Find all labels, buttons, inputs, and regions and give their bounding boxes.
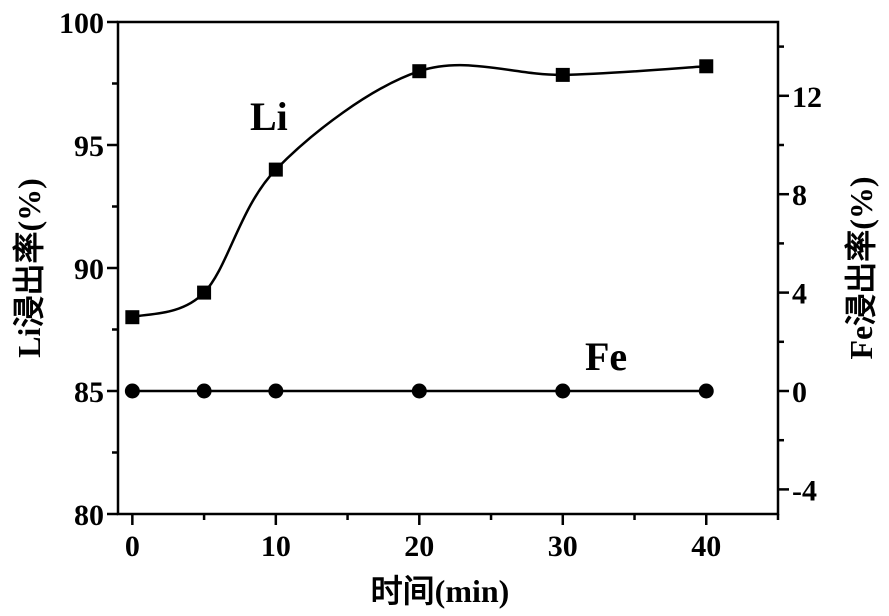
data-point-fe <box>555 383 571 399</box>
x-tick-label: 40 <box>691 530 721 563</box>
data-point-fe <box>411 383 427 399</box>
x-tick-label: 0 <box>125 530 140 563</box>
y-left-tick-label: 90 <box>74 253 104 286</box>
data-point-li <box>125 310 140 325</box>
data-point-fe <box>268 383 284 399</box>
y-right-tick-label: 12 <box>792 81 822 114</box>
markers <box>124 59 714 399</box>
data-point-fe <box>698 383 714 399</box>
data-point-fe <box>196 383 212 399</box>
y-right-tick-label: 8 <box>792 179 807 212</box>
y-axis-title-right: Fe浸出率(%) <box>843 176 879 359</box>
data-point-li <box>555 67 570 82</box>
y-left-tick-label: 100 <box>59 7 104 40</box>
y-right-tick-label: 0 <box>792 376 807 409</box>
data-point-li <box>699 59 714 74</box>
series-line-li <box>131 63 707 319</box>
series-label-li: Li <box>250 94 288 139</box>
tick-labels: 0 10 20 30 40 80 85 90 95 100 -4 0 4 8 12 <box>59 7 822 563</box>
y-right-tick-label: -4 <box>792 474 817 507</box>
data-point-li <box>197 285 212 300</box>
series-label-fe: Fe <box>585 334 627 379</box>
ticks <box>107 20 789 525</box>
data-point-li <box>412 64 427 79</box>
x-tick-label: 30 <box>548 530 578 563</box>
x-tick-label: 20 <box>404 530 434 563</box>
y-axis-title-left: Li浸出率(%) <box>11 178 47 358</box>
y-left-tick-label: 85 <box>74 376 104 409</box>
y-left-tick-label: 95 <box>74 130 104 163</box>
x-axis-title: 时间(min) <box>371 573 510 609</box>
data-point-li <box>268 162 283 177</box>
x-tick-label: 10 <box>261 530 291 563</box>
y-left-tick-label: 80 <box>74 499 104 532</box>
y-right-tick-label: 4 <box>792 278 807 311</box>
data-point-fe <box>124 383 140 399</box>
plot-frame <box>116 20 780 516</box>
